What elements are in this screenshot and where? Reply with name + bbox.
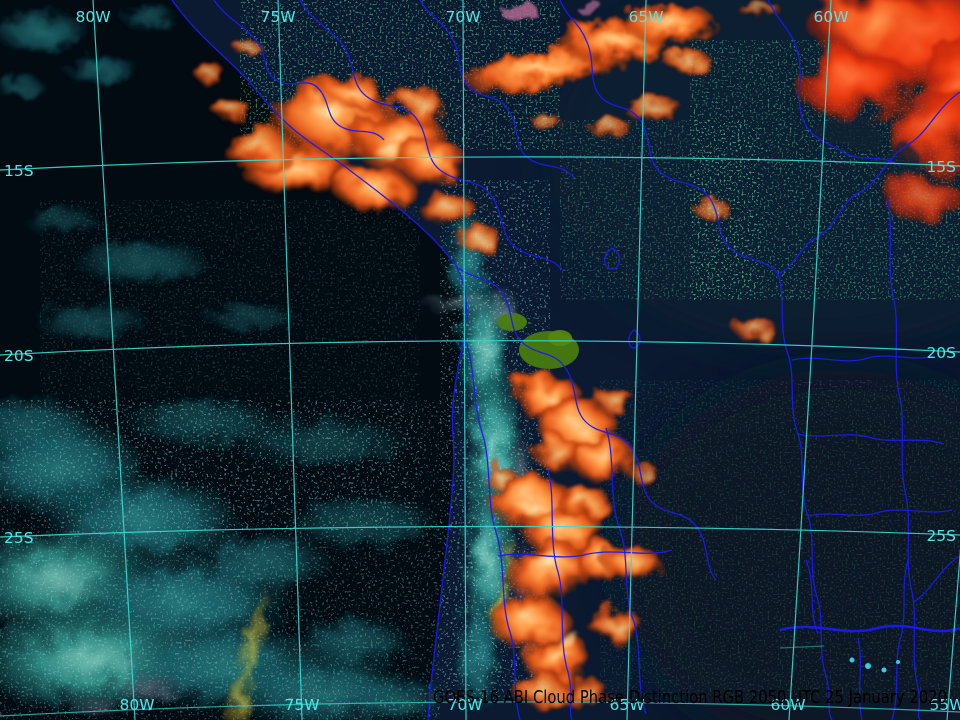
lat-label-left-20s: 20S xyxy=(4,347,34,365)
parallel-25s xyxy=(0,525,960,538)
small-lakes xyxy=(849,657,900,673)
meridian-75w xyxy=(277,0,303,720)
parallel-15s xyxy=(0,156,960,171)
lat-label-right-20s: 20S xyxy=(926,344,956,362)
parallel-30s xyxy=(0,701,960,717)
lon-label-top-65w: 65W xyxy=(628,8,663,26)
lon-label-top-70w: 70W xyxy=(445,8,480,26)
parallel-20s xyxy=(0,340,960,356)
lon-label-bottom-65w: 65W xyxy=(609,696,644,714)
ice-cloud-streaks-northeast xyxy=(463,0,782,343)
lon-label-bottom-60w: 60W xyxy=(770,696,805,714)
sc-speckle xyxy=(0,400,440,720)
lon-label-bottom-80w: 80W xyxy=(119,696,154,714)
lon-label-bottom-75w: 75W xyxy=(284,696,319,714)
lon-label-top-60w: 60W xyxy=(813,8,848,26)
river-line xyxy=(779,624,960,633)
country-border-layer xyxy=(171,0,960,720)
lon-label-top-80w: 80W xyxy=(75,8,110,26)
graticule-labels: 80W 75W 70W 65W 60W 80W 75W 70W 65W 60W … xyxy=(4,8,960,714)
lon-label-top-75w: 75W xyxy=(260,8,295,26)
lat-label-right-25s: 25S xyxy=(926,527,956,545)
coastline xyxy=(171,0,468,720)
lat-label-left-15s: 15S xyxy=(4,162,34,180)
lon-label-bottom-55w: 55W xyxy=(929,696,960,714)
lon-label-bottom-70w: 70W xyxy=(447,696,482,714)
meridian-60w xyxy=(788,0,832,720)
lat-label-left-25s: 25S xyxy=(4,529,34,547)
deep-convection-northeast xyxy=(790,0,960,224)
meridian-80w xyxy=(92,0,136,720)
lat-label-right-15s: 15S xyxy=(926,158,956,176)
meridian-70w xyxy=(462,0,467,720)
ice-cloud-cluster-south xyxy=(480,374,658,712)
meridian-55w xyxy=(946,545,960,720)
image-caption: GOES-16 ABI Cloud Phase Distinction RGB … xyxy=(433,687,947,708)
scan-artifact-line xyxy=(779,645,825,649)
